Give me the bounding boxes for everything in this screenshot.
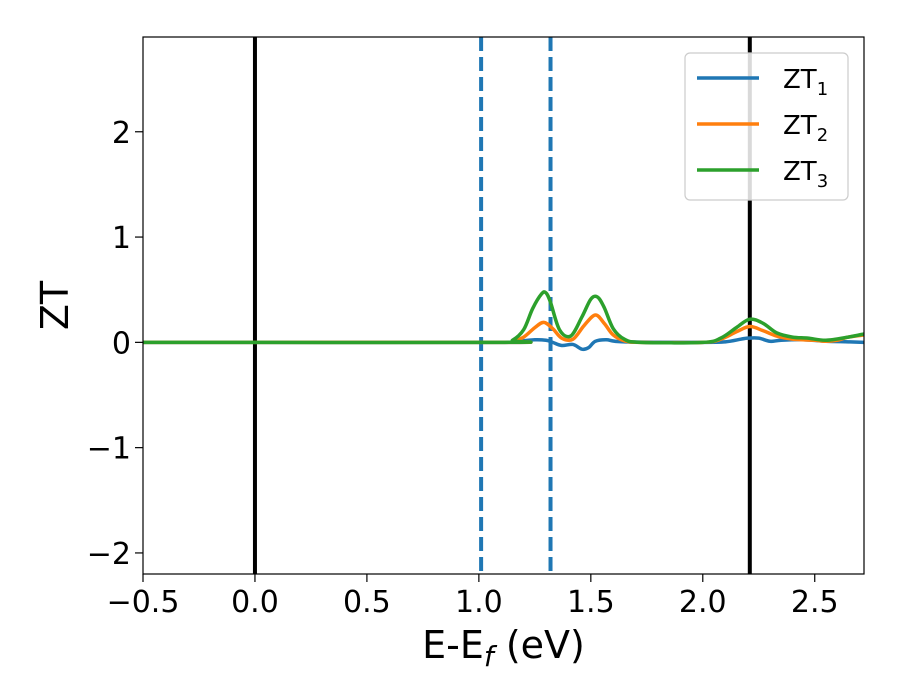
y-axis: −2 −1 0 1 2 (87, 116, 143, 572)
legend: ZT1 ZT2 ZT3 (684, 52, 849, 201)
x-tick-label: 1.0 (455, 585, 503, 620)
y-axis-label: ZT (33, 280, 77, 330)
x-tick-label: 0.0 (231, 585, 279, 620)
legend-label-1: ZT1 (783, 65, 828, 100)
x-axis-label: E-Ef (eV) (422, 623, 585, 673)
x-axis-label-unit: (eV) (494, 623, 585, 667)
legend-label-2: ZT2 (783, 111, 828, 146)
x-axis: −0.5 0.0 0.5 1.0 1.5 2.0 2.5 (107, 574, 839, 620)
x-tick-label: 0.5 (343, 585, 391, 620)
x-axis-label-main: E-E (422, 623, 484, 667)
y-tick-label: 1 (112, 221, 131, 256)
x-tick-label: −0.5 (107, 585, 180, 620)
x-tick-label: 2.0 (679, 585, 727, 620)
y-tick-label: −2 (87, 537, 131, 572)
legend-label-3: ZT3 (783, 157, 828, 192)
axes-frame (142, 36, 865, 575)
x-tick-label: 1.5 (567, 585, 615, 620)
y-tick-label: −1 (87, 432, 131, 467)
y-tick-label: 0 (112, 326, 131, 361)
series-line-2 (143, 313, 864, 345)
legend-box (684, 52, 849, 201)
x-tick-label: 2.5 (791, 585, 839, 620)
y-tick-label: 2 (112, 116, 131, 151)
series-line-3 (143, 290, 864, 345)
